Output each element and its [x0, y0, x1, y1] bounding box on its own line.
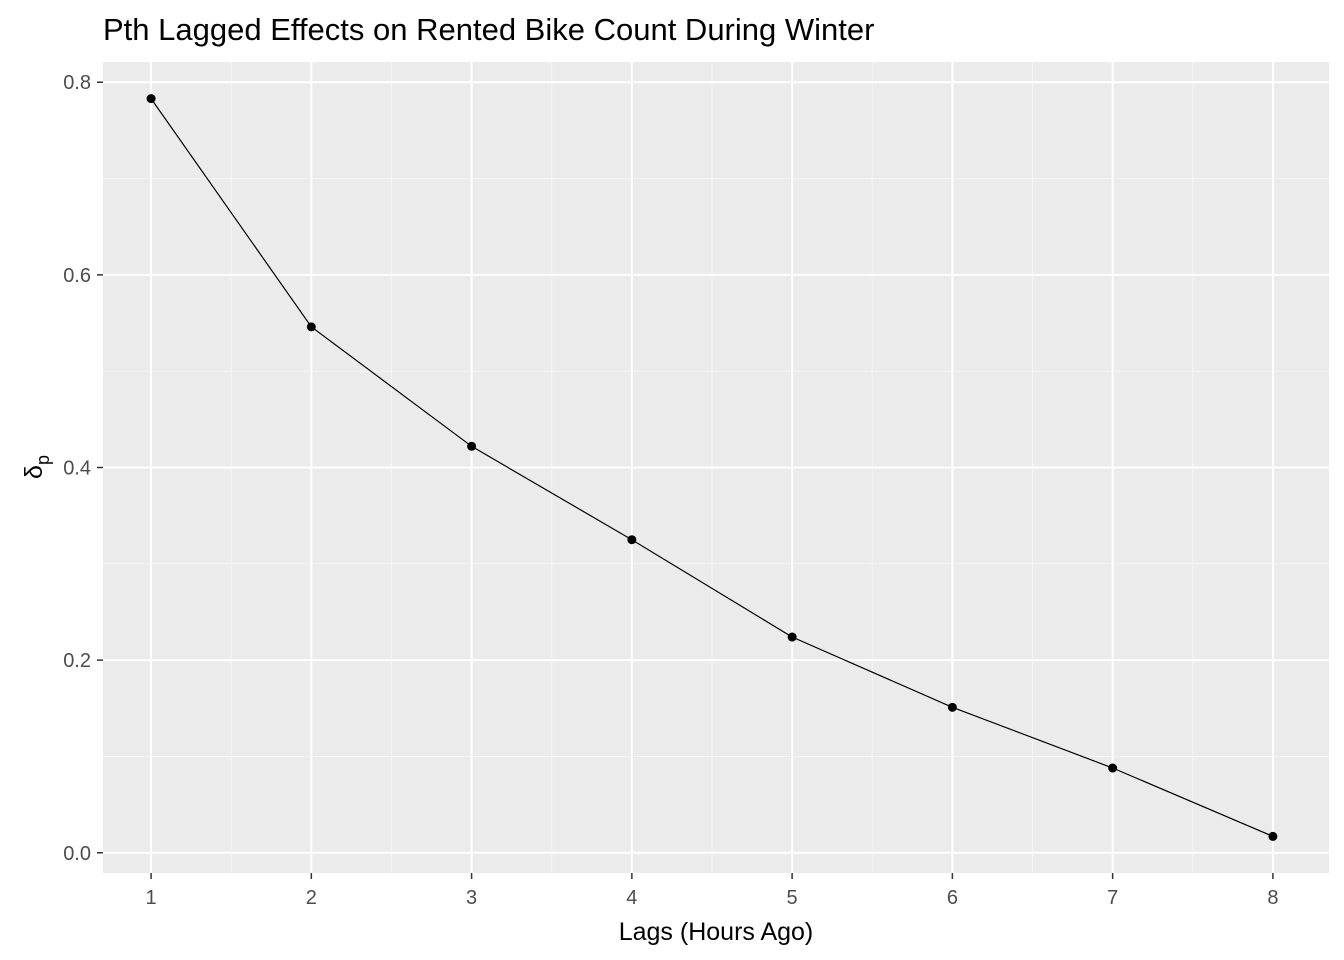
data-point — [306, 322, 316, 332]
x-tick-labels: 1 2 3 4 5 6 7 8 — [146, 887, 1279, 909]
y-tick-label: 0.2 — [63, 650, 91, 672]
series-line — [150, 98, 1274, 837]
x-tick-label: 7 — [1107, 887, 1118, 909]
data-point — [627, 535, 637, 545]
x-tick-label: 4 — [626, 887, 637, 909]
x-tick-label: 6 — [947, 887, 958, 909]
x-axis-title: Lags (Hours Ago) — [619, 918, 814, 946]
y-tick-label: 0.0 — [63, 843, 91, 865]
x-tick-label: 5 — [787, 887, 798, 909]
data-point — [146, 94, 156, 104]
y-tick-labels: 0.0 0.2 0.4 0.6 0.8 — [63, 72, 91, 865]
x-tick-label: 3 — [466, 887, 477, 909]
x-tick-label: 2 — [306, 887, 317, 909]
y-tick-label: 0.8 — [63, 72, 91, 94]
x-tick-label: 8 — [1267, 887, 1278, 909]
data-point — [1108, 763, 1118, 773]
data-point — [467, 441, 477, 451]
y-axis-title-subscript: p — [33, 455, 53, 465]
series-points — [146, 94, 1278, 841]
data-point — [947, 702, 957, 712]
data-point — [1268, 831, 1278, 841]
data-point — [787, 632, 797, 642]
grid-major — [103, 62, 1329, 873]
y-tick-label: 0.4 — [63, 458, 91, 480]
y-axis-title-symbol: δ — [20, 465, 48, 479]
y-tick-label: 0.6 — [63, 265, 91, 287]
x-tick-label: 1 — [146, 887, 157, 909]
axis-ticks — [97, 81, 1274, 879]
y-axis-title: δp — [20, 455, 53, 479]
chart-title: Pth Lagged Effects on Rented Bike Count … — [103, 12, 874, 47]
